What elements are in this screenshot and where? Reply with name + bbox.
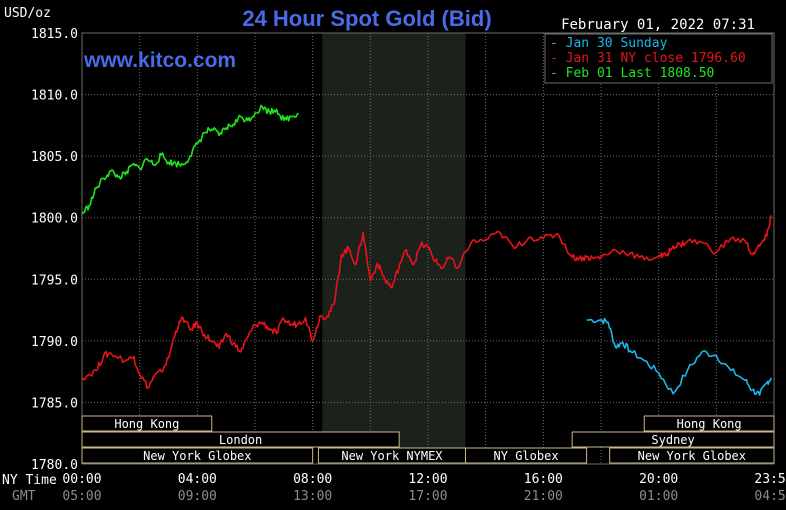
session-bar — [643, 415, 775, 432]
session-bars: Hong Kong Hong Kong London Sydney New York G… — [81, 415, 775, 464]
ny-time-label: NY Time — [2, 473, 57, 488]
plot-border — [81, 32, 775, 465]
y-tick-label: 1815.0 — [31, 27, 78, 42]
x-tick-gmt: 01:00 — [639, 489, 678, 504]
legend: - Jan 30 Sunday - Jan 31 NY close 1796.6… — [544, 33, 773, 84]
gmt-label: GMT — [12, 489, 36, 504]
series-feb01 — [81, 104, 299, 215]
unit-label: USD/oz — [4, 6, 51, 21]
x-tick-ny: 23:59 — [754, 472, 786, 487]
y-tick-label: 1790.0 — [31, 335, 78, 350]
y-tick-label: 1785.0 — [31, 396, 78, 411]
session-label: Sydney — [651, 433, 694, 447]
session-bar — [81, 415, 213, 432]
x-tick-ny: 08:00 — [293, 472, 332, 487]
legend-item-feb01: - Feb 01 Last 1808.50 — [550, 66, 714, 81]
session-bar — [609, 447, 775, 464]
series-jan31 — [81, 215, 772, 390]
session-label: London — [219, 433, 262, 447]
session-label: Hong Kong — [114, 417, 179, 431]
x-tick-gmt: 21:00 — [524, 489, 563, 504]
website-label: www.kitco.com — [83, 49, 236, 72]
series-layer — [81, 104, 772, 396]
y-tick-label: 1800.0 — [31, 212, 78, 227]
x-tick-gmt: 04:59 — [754, 489, 786, 504]
grid — [81, 32, 775, 465]
y-axis: 1815.0 1810.0 1805.0 1800.0 1795.0 1790.0 1785… — [31, 27, 78, 473]
session-bar — [464, 447, 588, 464]
timestamp: February 01, 2022 07:31 — [561, 17, 755, 33]
chart-title: 24 Hour Spot Gold (Bid) — [242, 6, 491, 31]
y-tick-label: 1805.0 — [31, 150, 78, 165]
x-tick-gmt: 09:00 — [178, 489, 217, 504]
session-bar — [571, 431, 775, 448]
legend-item-jan31: - Jan 31 NY close 1796.60 — [550, 51, 746, 66]
session-label: New York Globex — [638, 449, 746, 463]
x-tick-ny: 04:00 — [178, 472, 217, 487]
y-tick-label: 1795.0 — [31, 273, 78, 288]
y-tick-label: 1810.0 — [31, 89, 78, 104]
x-tick-gmt: 05:00 — [62, 489, 101, 504]
legend-box — [544, 33, 773, 84]
x-axis: 00:00 04:00 08:00 12:00 16:00 20:00 23:59 05:00… — [62, 472, 786, 504]
x-tick-gmt: 17:00 — [408, 489, 447, 504]
session-label: Hong Kong — [677, 417, 742, 431]
legend-item-jan30: - Jan 30 Sunday — [550, 36, 668, 51]
x-tick-ny: 00:00 — [62, 472, 101, 487]
session-bar — [81, 431, 400, 448]
series-jan30 — [586, 317, 772, 396]
x-tick-ny: 16:00 — [524, 472, 563, 487]
x-tick-ny: 12:00 — [408, 472, 447, 487]
session-label: New York NYMEX — [341, 449, 443, 463]
nymex-shade — [322, 33, 466, 464]
session-label: NY Globex — [494, 449, 559, 463]
x-tick-ny: 20:00 — [639, 472, 678, 487]
session-bar — [81, 447, 314, 464]
x-tick-gmt: 13:00 — [293, 489, 332, 504]
session-label: New York Globex — [143, 449, 251, 463]
y-tick-label: 1780.0 — [31, 458, 78, 473]
